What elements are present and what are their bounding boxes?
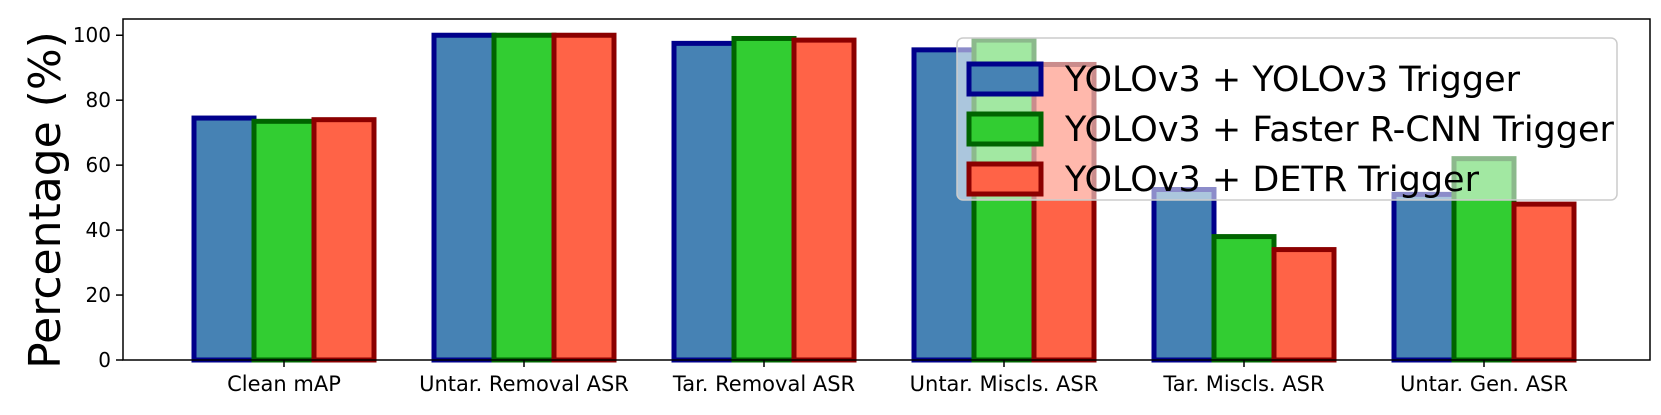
- legend-label-1: YOLOv3 + YOLOv3 Trigger: [1064, 60, 1521, 100]
- bar-2-2: [491, 32, 557, 363]
- legend-swatch-3: [966, 161, 1044, 197]
- bar-3-5: [1271, 247, 1337, 363]
- bar-3-6: [1511, 201, 1577, 363]
- legend-label-2: YOLOv3 + Faster R-CNN Trigger: [1064, 110, 1615, 150]
- bar-3-2: [551, 32, 617, 363]
- legend-box: [956, 37, 1618, 201]
- bar-1-3: [671, 40, 737, 363]
- axes-layer: 0 20 40 60 80 100 Clean mAP Untar. Removal ASR T…: [73, 18, 1651, 396]
- x-tick-label: Untar. Removal ASR: [419, 372, 629, 396]
- y-axis-title: Percentage (%): [20, 31, 71, 369]
- bar-2-1: [251, 118, 317, 363]
- y-tick-label: 60: [86, 153, 111, 177]
- bar-2-5: [1211, 234, 1277, 363]
- bar-1-2: [431, 32, 497, 363]
- x-tick-label: Untar. Miscls. ASR: [910, 372, 1099, 396]
- y-tick-label: 80: [86, 88, 111, 112]
- bar-3-3: [791, 37, 857, 363]
- bar-1-1: [191, 115, 257, 363]
- x-tick-label: Tar. Removal ASR: [672, 372, 855, 396]
- y-tick-label: 100: [73, 23, 111, 47]
- x-tick-label: Untar. Gen. ASR: [1400, 372, 1568, 396]
- bar-1-6: [1391, 191, 1457, 363]
- bar-2-3: [731, 35, 797, 363]
- bar-1-5: [1151, 187, 1217, 363]
- legend-swatch-1: [966, 61, 1044, 97]
- bar-3-1: [311, 117, 377, 363]
- legend-swatch-2: [966, 111, 1044, 147]
- x-tick-label: Tar. Miscls. ASR: [1162, 372, 1324, 396]
- y-tick-label: 40: [86, 218, 111, 242]
- y-tick-label: 0: [98, 348, 111, 372]
- legend-label-3: YOLOv3 + DETR Trigger: [1064, 160, 1480, 200]
- x-tick-label: Clean mAP: [227, 372, 341, 396]
- y-tick-label: 20: [86, 283, 111, 307]
- plot-frame: [122, 18, 1651, 361]
- legend: YOLOv3 + YOLOv3 Trigger YOLOv3 + Faster R…: [956, 37, 1618, 201]
